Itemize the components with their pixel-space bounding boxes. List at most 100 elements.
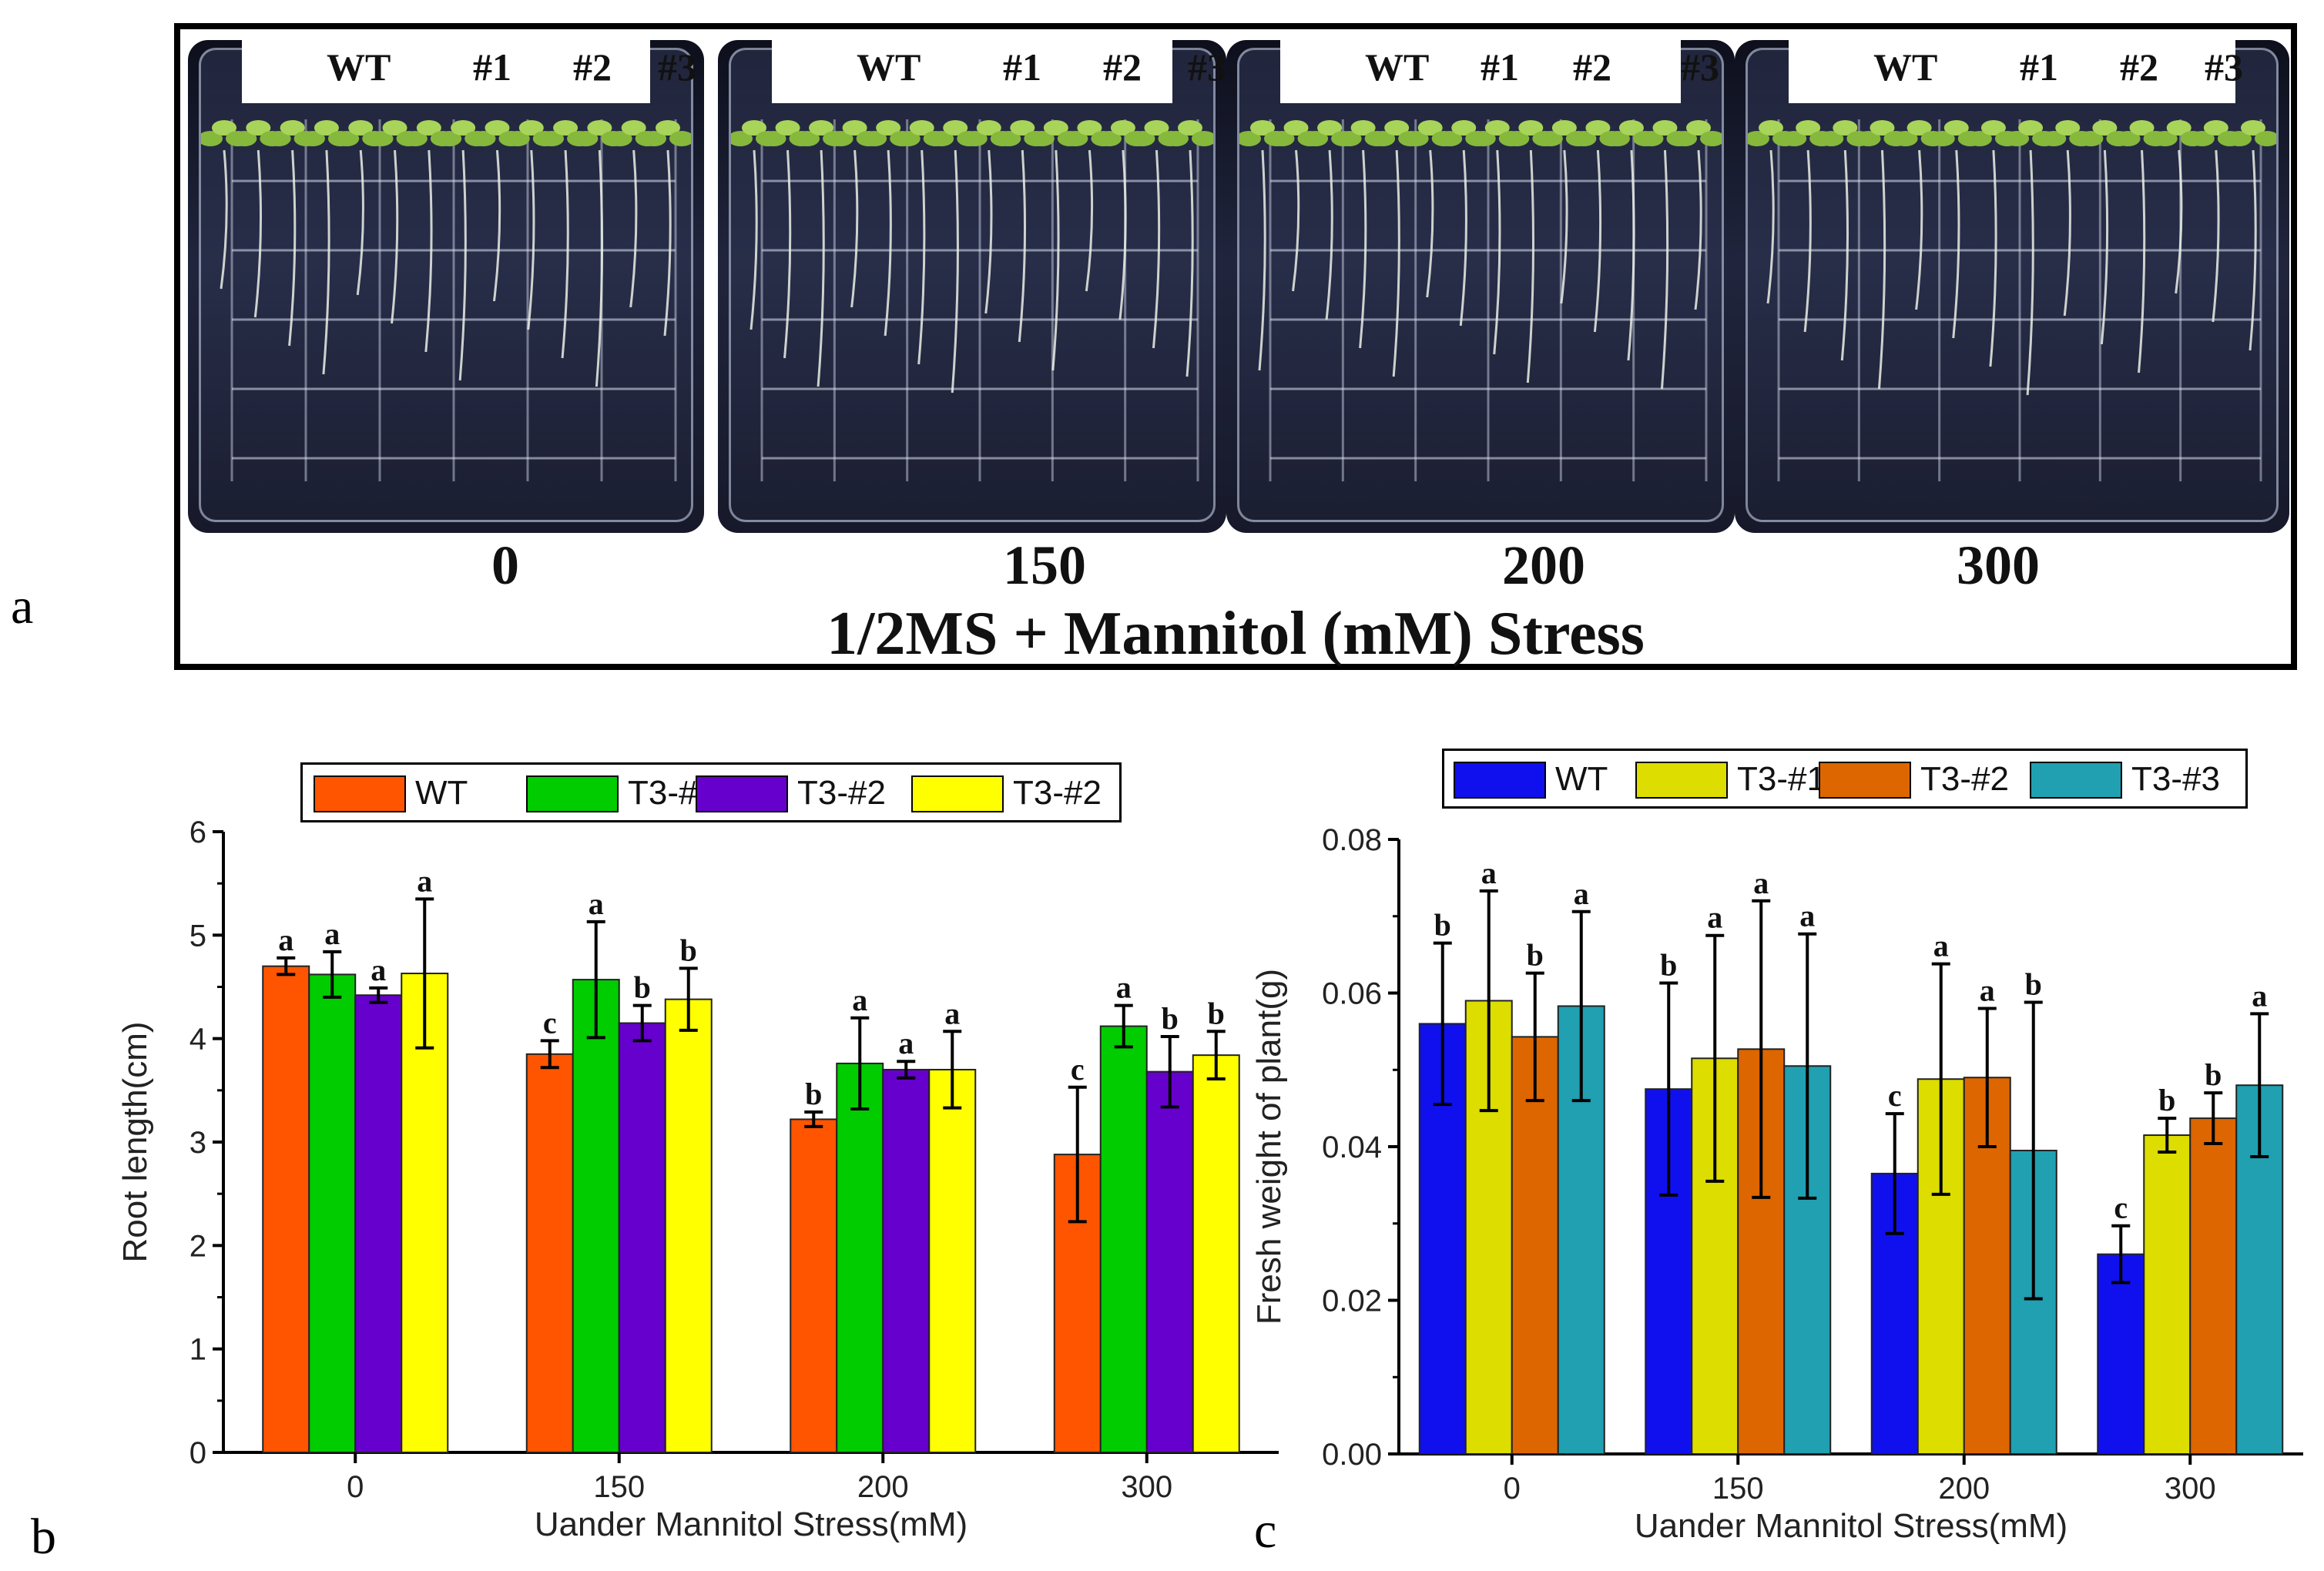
x-tick-label: 150 <box>1712 1472 1764 1506</box>
plate-label-strip: WT #1 #2 #3 <box>772 40 1226 103</box>
plate-seedlings <box>1748 119 2276 481</box>
significance-letter: b <box>2205 1057 2222 1092</box>
bar <box>1511 1036 1559 1455</box>
y-tick-label: 2 <box>189 1229 206 1263</box>
x-tick-label: 300 <box>2165 1472 2216 1506</box>
significance-letter: b <box>634 970 651 1005</box>
bar <box>401 973 449 1453</box>
plate-grid <box>1746 48 2279 522</box>
significance-letter: a <box>417 863 432 898</box>
plate-genotype-label: #2 <box>1573 45 1611 89</box>
bar <box>525 1053 574 1454</box>
bar <box>618 1022 666 1453</box>
plate-2: WT #1 #2 #3 <box>1226 40 1735 533</box>
plate-genotype-label: #2 <box>1103 45 1142 89</box>
significance-letter: c <box>543 1005 557 1040</box>
significance-letter: b <box>1660 948 1677 983</box>
plate-genotype-label: #3 <box>1188 45 1226 89</box>
y-tick-label: 0.08 <box>1322 823 1382 857</box>
significance-letter: b <box>1434 908 1451 943</box>
legend-swatch <box>1819 762 1911 799</box>
significance-letter: b <box>1162 1001 1179 1036</box>
bar <box>354 994 403 1454</box>
plate-seedlings <box>731 119 1213 481</box>
legend-label: T3-#1 <box>1737 760 1826 798</box>
plate-genotype-label: WT <box>857 45 921 89</box>
legend-fresh-weight: WT T3-#1 T3-#2 T3-#3 <box>1442 749 2248 809</box>
plate-genotype-label: #3 <box>1681 45 1719 89</box>
significance-letter: a <box>589 886 604 921</box>
bar <box>2143 1134 2192 1455</box>
plate-genotype-label: #3 <box>658 45 696 89</box>
conc-label-300: 300 <box>1957 534 2040 596</box>
y-tick-label: 0.04 <box>1322 1131 1382 1164</box>
bar <box>882 1068 931 1453</box>
significance-letter: a <box>1980 973 1995 1007</box>
legend-label: T3-#2 <box>1013 774 1102 812</box>
significance-letter: a <box>1707 900 1722 935</box>
bar <box>1145 1070 1194 1453</box>
plate-label-strip: WT #1 #2 #3 <box>1280 40 1719 103</box>
significance-letter: a <box>2252 978 2267 1013</box>
plate-genotype-label: WT <box>1873 45 1938 89</box>
legend-label: T3-#2 <box>1920 760 2009 798</box>
plate-label-strip: WT #1 #2 #3 <box>1789 40 2243 103</box>
y-tick-label: 5 <box>189 919 206 953</box>
legend-root-length: WT T3-#1 T3-#2 T3-#2 <box>300 762 1122 822</box>
legend-swatch <box>696 775 788 812</box>
significance-letter: a <box>1753 866 1769 900</box>
legend-swatch <box>911 775 1004 812</box>
legend-label: WT <box>1555 760 1608 798</box>
panel-letter-b: b <box>31 1509 56 1565</box>
x-tick-label: 0 <box>1504 1472 1521 1506</box>
significance-letter: c <box>1888 1078 1902 1113</box>
significance-letter: b <box>2158 1083 2175 1117</box>
bar <box>1099 1025 1148 1453</box>
plate-genotype-label: #3 <box>2205 45 2243 89</box>
y-axis-label: Fresh weight of plant(g) <box>1250 969 1288 1325</box>
significance-letter: b <box>680 933 697 967</box>
bar <box>1192 1054 1240 1454</box>
plate-seedlings <box>201 119 691 481</box>
significance-letter: a <box>944 996 960 1030</box>
significance-letter: a <box>324 916 340 951</box>
significance-letter: a <box>898 1026 914 1060</box>
y-tick-label: 0.02 <box>1322 1285 1382 1318</box>
bar <box>664 998 713 1453</box>
plate-grid <box>729 48 1216 522</box>
y-axis-label: Root length(cm) <box>116 1021 154 1262</box>
y-tick-label: 0.00 <box>1322 1438 1382 1472</box>
plate-genotype-label: #1 <box>2020 45 2058 89</box>
bar <box>308 973 357 1453</box>
plate-genotype-label: #2 <box>573 45 612 89</box>
y-tick-label: 3 <box>189 1126 206 1160</box>
plate-label-strip: WT #1 #2 #3 <box>242 40 696 103</box>
significance-letter: a <box>1933 929 1949 963</box>
significance-letter: b <box>1527 938 1544 973</box>
x-axis-label: Uander Mannitol Stress(mM) <box>1635 1507 2067 1545</box>
bar <box>262 965 310 1453</box>
significance-letter: a <box>371 953 386 987</box>
conc-label-200: 200 <box>1502 534 1585 596</box>
plate-genotype-label: WT <box>1365 45 1430 89</box>
plate-1: WT #1 #2 #3 <box>718 40 1226 533</box>
y-tick-label: 0.06 <box>1322 977 1382 1011</box>
bar <box>790 1118 838 1453</box>
significance-letter: a <box>852 983 867 1017</box>
panel-letter-c: c <box>1254 1502 1277 1559</box>
panel-letter-a: a <box>11 578 34 635</box>
conc-label-0: 0 <box>491 534 519 596</box>
plate-0: WT #1 #2 #3 <box>188 40 704 533</box>
plate-genotype-label: #1 <box>1481 45 1519 89</box>
significance-letter: a <box>1574 876 1589 911</box>
significance-letter: b <box>1208 996 1225 1030</box>
panel-a-photo: WT #1 #2 #3 WT #1 #2 #3 WT #1 #2 #3 WT #1 #2 #3 0 150 2… <box>174 23 2297 670</box>
panel-a-title: 1/2MS + Mannitol (mM) Stress <box>827 600 1645 668</box>
plate-genotype-label: #2 <box>2120 45 2158 89</box>
y-tick-label: 1 <box>189 1333 206 1367</box>
plate-grid <box>199 48 693 522</box>
bar <box>2189 1117 2238 1455</box>
x-axis-label: Uander Mannitol Stress(mM) <box>535 1506 967 1543</box>
